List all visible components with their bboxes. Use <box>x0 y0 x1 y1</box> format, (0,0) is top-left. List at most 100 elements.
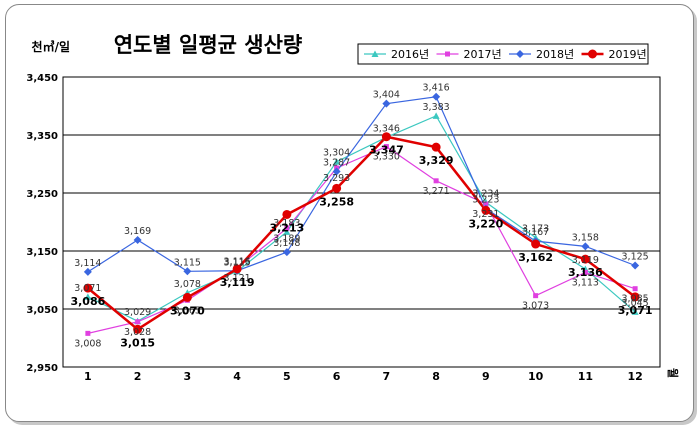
data-label-2019년-11: 3,136 <box>568 266 603 279</box>
legend-marker-2019년 <box>588 49 597 59</box>
data-label-2017년-10: 3,073 <box>522 301 549 312</box>
point-2018년-11 <box>581 242 590 251</box>
point-2019년-3 <box>182 292 192 302</box>
y-tick-label-5: 3,450 <box>26 73 58 84</box>
data-label-2017년-7: 3,330 <box>373 152 400 163</box>
x-tick-label-7: 7 <box>383 370 391 383</box>
data-label-2018년-7: 3,404 <box>373 90 400 101</box>
y-tick-label-4: 3,350 <box>26 131 58 142</box>
legend-marker-2018년 <box>516 50 524 58</box>
data-label-2018년-9: 3,223 <box>472 195 499 206</box>
y-tick-label-0: 2,950 <box>26 363 58 374</box>
data-label-2016년-6: 3,304 <box>323 148 350 159</box>
point-2016년-12 <box>631 308 639 315</box>
x-tick-label-11: 11 <box>578 370 593 383</box>
x-tick-label-5: 5 <box>283 370 291 383</box>
point-2018년-1 <box>83 267 92 276</box>
y-tick-label-3: 3,250 <box>26 189 58 200</box>
data-label-2017년-4: 3,121 <box>224 273 251 284</box>
x-tick-label-1: 1 <box>84 370 92 383</box>
x-tick-label-10: 10 <box>528 370 544 383</box>
point-2018년-3 <box>183 267 192 276</box>
data-label-2019년-12: 3,071 <box>618 304 653 317</box>
point-2017년-10 <box>533 293 539 299</box>
data-label-2018년-4: 3,116 <box>224 257 251 268</box>
point-2019년-1 <box>83 283 93 293</box>
x-tick-label-2: 2 <box>134 370 142 383</box>
point-2017년-12 <box>632 286 638 292</box>
data-label-2019년-7: 3,347 <box>369 144 404 157</box>
data-label-2018년-5: 3,148 <box>273 238 300 249</box>
data-label-2017년-1: 3,008 <box>74 338 101 349</box>
y-tick-label-1: 3,050 <box>26 305 58 316</box>
legend-marker-2016년 <box>371 50 379 57</box>
point-2018년-12 <box>631 261 640 270</box>
y-axis-unit-label: 천㎥/일 <box>32 39 70 54</box>
legend-label-2017년: 2017년 <box>464 48 502 61</box>
series-line-2018년 <box>87 96 636 273</box>
data-label-2016년-7: 3,346 <box>373 123 400 134</box>
data-label-2016년-8: 3,383 <box>423 102 450 113</box>
legend-box <box>357 43 649 65</box>
data-label-2019년-9: 3,220 <box>468 217 503 230</box>
point-2018년-5 <box>282 248 291 257</box>
point-2019년-9 <box>481 205 491 215</box>
point-2019년-2 <box>133 324 143 334</box>
point-2019년-11 <box>580 254 590 264</box>
x-axis-unit-label: 월 <box>666 368 680 378</box>
legend-label-2016년: 2016년 <box>391 48 429 61</box>
x-tick-label-12: 12 <box>627 370 642 383</box>
data-label-2017년-12: 3,085 <box>622 294 649 305</box>
point-2019년-4 <box>232 264 242 274</box>
data-label-2019년-10: 3,162 <box>518 251 553 264</box>
data-label-2016년-11: 3,119 <box>572 255 599 266</box>
data-label-2018년-11: 3,158 <box>572 232 599 243</box>
point-2019년-10 <box>531 239 541 249</box>
point-2018년-8 <box>432 92 441 101</box>
plot-area <box>62 76 661 368</box>
x-tick-label-3: 3 <box>184 370 192 383</box>
point-2016년-6 <box>333 158 341 165</box>
point-2018년-2 <box>133 235 142 244</box>
data-label-2017년-8: 3,271 <box>423 186 450 197</box>
legend-label-2018년: 2018년 <box>536 48 574 61</box>
point-2017년-5 <box>284 225 290 231</box>
data-label-2018년-3: 3,115 <box>174 257 201 268</box>
point-2016년-8 <box>432 112 440 119</box>
point-2019년-8 <box>431 142 441 152</box>
x-tick-label-9: 9 <box>482 370 490 383</box>
point-2019년-6 <box>332 183 342 193</box>
point-2019년-5 <box>282 209 292 219</box>
data-label-2019년-8: 3,329 <box>419 154 454 167</box>
data-label-2018년-2: 3,169 <box>124 226 151 237</box>
data-label-2018년-8: 3,416 <box>423 83 450 94</box>
data-label-2017년-3: 3,065 <box>174 305 201 316</box>
data-label-2019년-2: 3,015 <box>120 336 155 349</box>
data-label-2016년-1: 3,071 <box>74 283 101 294</box>
legend-marker-2017년 <box>445 51 450 57</box>
point-2017년-1 <box>85 330 91 336</box>
point-2018년-7 <box>382 99 391 108</box>
data-label-2017년-2: 3,028 <box>124 327 151 338</box>
data-label-2019년-4: 3,119 <box>220 276 255 289</box>
data-label-2017년-11: 3,113 <box>572 277 599 288</box>
data-label-2016년-10: 3,173 <box>522 224 549 235</box>
point-2019년-12 <box>630 292 640 302</box>
data-label-2016년-3: 3,078 <box>174 279 201 290</box>
data-label-2016년-5: 3,183 <box>273 218 300 229</box>
data-label-2017년-9: 3,231 <box>472 209 499 220</box>
legend-label-2019년: 2019년 <box>609 48 647 61</box>
point-2019년-7 <box>381 132 391 142</box>
data-label-2019년-3: 3,070 <box>170 304 205 317</box>
data-label-2018년-10: 3,167 <box>522 227 549 238</box>
series-line-2019년 <box>87 135 636 331</box>
point-2016년-1 <box>84 293 92 300</box>
chart-title: 연도별 일평균 생산량 <box>114 33 303 57</box>
point-2018년-6 <box>332 167 341 176</box>
series-line-2016년 <box>87 115 636 322</box>
y-tick-label-2: 3,150 <box>26 247 58 258</box>
point-2017년-2 <box>135 319 141 325</box>
data-label-2016년-2: 3,029 <box>124 307 151 318</box>
point-2017년-8 <box>433 178 439 184</box>
